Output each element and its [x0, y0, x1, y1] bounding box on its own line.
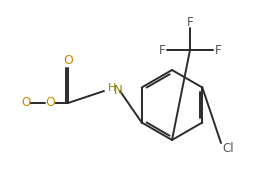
- Text: N: N: [114, 84, 122, 98]
- Text: F: F: [187, 15, 193, 29]
- Text: O: O: [45, 96, 55, 109]
- Text: O: O: [21, 96, 31, 109]
- Text: F: F: [215, 43, 221, 56]
- Text: F: F: [159, 43, 165, 56]
- Text: H: H: [108, 83, 116, 93]
- Text: O: O: [63, 55, 73, 68]
- Text: Cl: Cl: [222, 142, 234, 155]
